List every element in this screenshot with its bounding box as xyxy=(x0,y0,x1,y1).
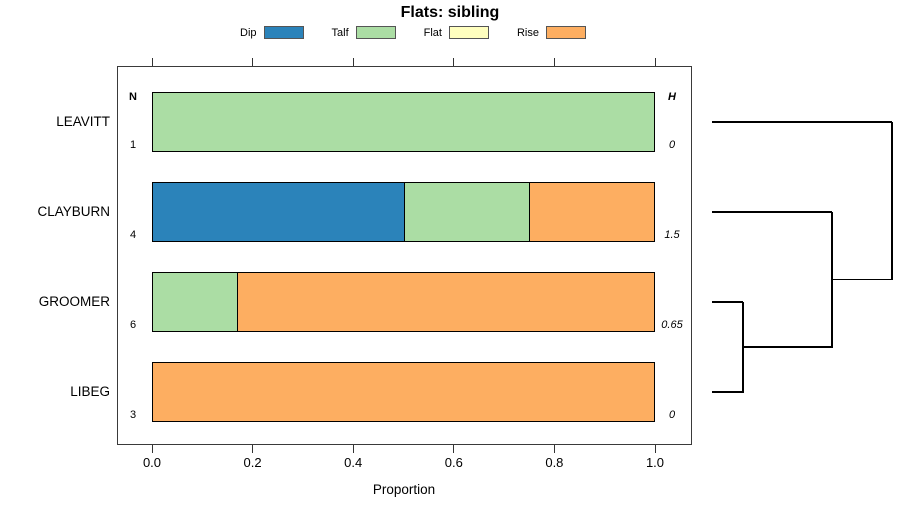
dendrogram-line xyxy=(712,121,892,123)
x-axis-tick-label: 0.2 xyxy=(243,455,262,470)
legend-item-flat: Flat xyxy=(424,26,489,39)
h-value: 0 xyxy=(668,409,676,421)
n-value: 4 xyxy=(129,229,137,241)
dendrogram-line xyxy=(832,278,892,281)
category-label-libeg: LIBEG xyxy=(70,384,110,399)
legend-label-flat: Flat xyxy=(423,26,442,39)
bar-segment-talf xyxy=(403,183,529,241)
x-axis-tick-label: 0.4 xyxy=(344,455,363,470)
chart-legend: Dip Talf Flat Rise xyxy=(240,26,586,39)
dendrogram-line xyxy=(891,122,893,281)
x-axis-tick-bottom xyxy=(252,445,254,453)
legend-label-rise: Rise xyxy=(516,26,539,39)
stacked-bar-libeg xyxy=(152,362,655,422)
x-axis-tick-top xyxy=(553,58,555,66)
chart-title: Flats: sibling xyxy=(400,4,500,21)
legend-label-dip: Dip xyxy=(240,26,257,39)
bar-segment-rise xyxy=(236,273,654,331)
legend-item-dip: Dip xyxy=(240,26,304,39)
dendrogram-line xyxy=(742,346,833,348)
x-axis-tick-top xyxy=(352,58,354,66)
stacked-bar-clayburn xyxy=(152,182,655,242)
x-axis-label: Proportion xyxy=(372,482,436,497)
legend-item-talf: Talf xyxy=(332,26,396,39)
legend-swatch-flat xyxy=(448,26,489,39)
n-value: 3 xyxy=(129,409,137,421)
bar-segment-rise xyxy=(528,183,654,241)
x-axis-tick-bottom xyxy=(151,445,153,453)
x-axis-tick-top xyxy=(453,58,455,66)
x-axis-tick-label: 0.0 xyxy=(142,455,162,470)
bar-segment-talf xyxy=(153,93,654,151)
dendrogram-line xyxy=(712,391,743,393)
bar-segment-dip xyxy=(153,183,404,241)
x-axis-tick-bottom xyxy=(352,445,354,453)
legend-label-talf: Talf xyxy=(331,26,349,39)
stacked-bar-leavitt xyxy=(152,92,655,152)
x-axis-tick-label: 1.0 xyxy=(645,455,665,470)
h-value: 0.65 xyxy=(661,319,683,331)
n-column-header: N xyxy=(129,91,137,103)
legend-swatch-rise xyxy=(546,26,586,39)
dendrogram-line xyxy=(712,301,743,303)
category-label-leavitt: LEAVITT xyxy=(56,114,110,129)
h-value: 0 xyxy=(668,139,676,151)
h-value: 1.5 xyxy=(664,229,680,241)
x-axis-tick-top xyxy=(654,58,656,66)
legend-item-rise: Rise xyxy=(517,26,586,39)
category-label-groomer: GROOMER xyxy=(38,294,110,309)
n-value: 1 xyxy=(129,139,137,151)
x-axis-tick-bottom xyxy=(553,445,555,453)
x-axis-tick-top xyxy=(151,58,153,66)
x-axis-tick-label: 0.8 xyxy=(545,455,564,470)
bar-segment-talf xyxy=(153,273,237,331)
stacked-bar-groomer xyxy=(152,272,655,332)
x-axis-tick-label: 0.6 xyxy=(444,455,463,470)
dendrogram-line xyxy=(712,211,833,213)
h-column-header: H xyxy=(668,91,676,103)
n-value: 6 xyxy=(129,319,137,331)
legend-swatch-dip xyxy=(263,26,304,39)
bar-segment-rise xyxy=(153,363,654,421)
x-axis-tick-top xyxy=(252,58,254,66)
x-axis-tick-bottom xyxy=(453,445,455,453)
category-label-clayburn: CLAYBURN xyxy=(37,204,110,219)
legend-swatch-talf xyxy=(355,26,396,39)
x-axis-tick-bottom xyxy=(654,445,656,453)
